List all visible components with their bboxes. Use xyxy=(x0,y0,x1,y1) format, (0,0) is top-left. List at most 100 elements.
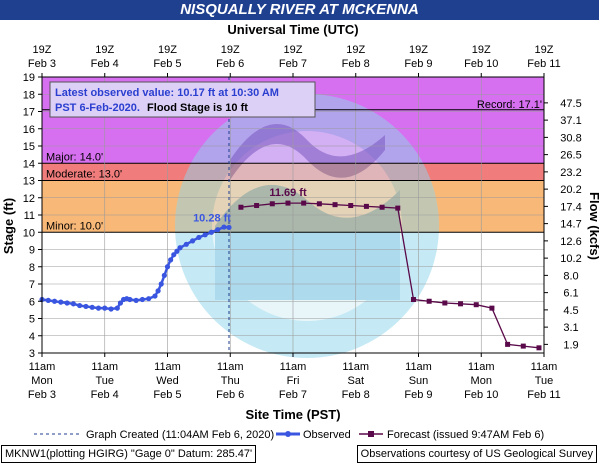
noaa-watermark-wave xyxy=(215,184,400,300)
y-right-tick-label: 6.1 xyxy=(563,288,578,300)
observed-point xyxy=(190,238,196,244)
y-right-tick-label: 10.2 xyxy=(560,253,581,265)
y-right-tick-label: 3.1 xyxy=(563,322,578,334)
x-top-tick-label: Feb 10 xyxy=(464,58,498,70)
observed-point xyxy=(45,297,51,303)
y-left-tick-label: 8 xyxy=(29,262,35,274)
y-right-tick-label: 12.6 xyxy=(560,236,581,248)
chart-title: NISQUALLY RIVER AT MCKENNA xyxy=(0,0,599,20)
axes: 3 4 5 6 7 8 9 10 11 12 13 14 15 16 17 18 19 1.9 3.1 4.5 6.1 8… xyxy=(23,44,582,401)
record-label: Record: 17.1' xyxy=(477,99,542,111)
forecast-point xyxy=(301,200,307,206)
observed-point xyxy=(171,252,177,258)
x-bottom-tick-label: Feb 7 xyxy=(279,389,307,401)
forecast-point xyxy=(348,203,354,209)
x-bottom-tick-label: 11am xyxy=(154,361,181,373)
y-left-tick-label: 14 xyxy=(23,158,35,170)
y-left-tick-label: 15 xyxy=(23,141,35,153)
info-box-frame xyxy=(49,81,316,118)
x-top-tick-label: 19Z xyxy=(284,44,303,56)
y-right-tick-label: 23.2 xyxy=(560,167,581,179)
y-left-tick-label: 6 xyxy=(29,296,35,308)
x-bottom-tick-label: 11am xyxy=(29,361,56,373)
x-bottom-tick-label: Feb 9 xyxy=(404,389,432,401)
legend-observed-marker xyxy=(285,431,291,437)
observed-point xyxy=(108,306,114,312)
forecast-point xyxy=(442,300,448,306)
observed-point xyxy=(102,305,108,311)
x-bottom-tick-label: Mon xyxy=(31,375,52,387)
x-bottom-tick-label: Thu xyxy=(221,375,240,387)
forecast-point xyxy=(395,205,401,211)
x-top-tick-label: 19Z xyxy=(158,44,177,56)
legend-forecast-label: Forecast (issued 9:47AM Feb 6) xyxy=(387,429,544,441)
x-top-tick-label: 19Z xyxy=(221,44,240,56)
forecast-point xyxy=(536,345,542,351)
observed-point xyxy=(226,224,232,231)
forecast-point xyxy=(379,204,385,210)
forecast-point xyxy=(473,302,479,308)
forecast-point xyxy=(269,201,275,207)
category-label-major: Major: 14.0' xyxy=(46,151,103,163)
y-left-tick-label: 5 xyxy=(29,314,35,326)
observed-point xyxy=(77,302,83,309)
hydrograph-chart: Minor: 10.0'Moderate: 13.0'Major: 14.0' … xyxy=(1,22,599,422)
observed-point xyxy=(89,304,95,310)
noaa-watermark-bird xyxy=(230,124,385,180)
forecast-point xyxy=(332,202,338,208)
observed-point xyxy=(70,301,76,307)
x-bottom-tick-label: Sun xyxy=(409,375,429,387)
forecast-point xyxy=(285,200,291,206)
observed-point xyxy=(127,296,133,303)
observed-point xyxy=(58,299,64,305)
observed-point xyxy=(64,300,70,306)
observed-peak-label: 10.28 ft xyxy=(193,212,231,224)
observed-point xyxy=(133,297,139,303)
observed-point xyxy=(155,288,161,294)
x-bottom-tick-label: 11am xyxy=(405,361,432,373)
y-left-tick-label: 11 xyxy=(24,210,35,222)
info-line-2a: PST 6-Feb-2020. xyxy=(55,102,140,114)
category-label-moderate: Moderate: 13.0' xyxy=(46,169,122,181)
y-right-tick-label: 37.1 xyxy=(560,115,581,127)
y-left-tick-label: 19 xyxy=(23,72,35,84)
forecast-point xyxy=(316,201,322,207)
flood-category-labels: Minor: 10.0' Moderate: 13.0' Major: 14.0' xyxy=(46,151,122,232)
forecast-point xyxy=(410,297,416,303)
x-bottom-tick-label: Feb 11 xyxy=(527,389,560,401)
y-left-tick-label: 4 xyxy=(29,331,35,343)
observed-point xyxy=(221,224,227,230)
x-top-tick-label: Feb 3 xyxy=(28,58,56,70)
x-top-tick-label: 19Z xyxy=(472,44,491,56)
y-right-tick-label: 4.5 xyxy=(563,305,578,317)
x-top-tick-label: Feb 7 xyxy=(279,58,307,70)
x-bottom-tick-label: Feb 6 xyxy=(216,389,244,401)
forecast-point xyxy=(458,301,464,307)
info-line-2: PST 6-Feb-2020. Flood Stage is 10 ft xyxy=(55,102,248,114)
bottom-axis-title: Site Time (PST) xyxy=(245,407,340,422)
x-top-tick-label: Feb 4 xyxy=(91,58,119,70)
series-group xyxy=(39,200,542,351)
y-right-tick-label: 26.5 xyxy=(560,150,581,162)
legend-forecast-marker xyxy=(368,431,374,437)
observed-point xyxy=(161,272,167,278)
y-left-tick-label: 10 xyxy=(23,227,35,239)
y-left-tick-label: 3 xyxy=(29,348,35,360)
x-bottom-tick-label: Feb 10 xyxy=(464,389,498,401)
x-bottom-tick-label: 11am xyxy=(342,361,369,373)
observed-point xyxy=(177,245,183,251)
x-top-tick-label: Feb 8 xyxy=(342,58,370,70)
x-top-tick-label: 19Z xyxy=(95,44,114,56)
observed-point xyxy=(114,305,120,311)
y-left-tick-label: 7 xyxy=(29,279,35,291)
y-right-tick-label: 30.8 xyxy=(560,132,581,144)
x-top-tick-label: Feb 9 xyxy=(404,58,432,70)
category-label-minor: Minor: 10.0' xyxy=(46,220,103,232)
forecast-point xyxy=(363,203,369,209)
x-bottom-tick-label: Sat xyxy=(347,375,364,387)
x-bottom-tick-label: 11am xyxy=(468,361,495,373)
forecast-point xyxy=(426,298,432,304)
forecast-point xyxy=(520,343,526,349)
info-line-2b: Flood Stage is 10 ft xyxy=(147,102,248,114)
observed-point xyxy=(183,241,189,247)
